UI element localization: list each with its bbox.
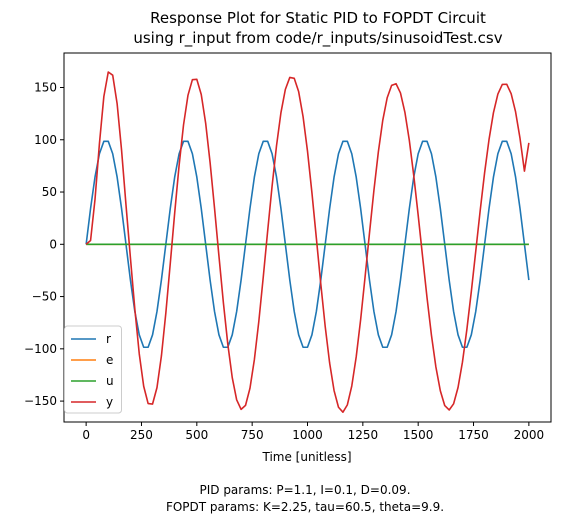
y-tick-label: 50 — [42, 185, 57, 199]
fopdt-params-caption: FOPDT params: K=2.25, tau=60.5, theta=9.… — [166, 500, 444, 514]
legend-label-r: r — [106, 332, 111, 346]
y-tick-label: 150 — [34, 80, 57, 94]
x-tick-label: 0 — [82, 428, 90, 442]
plot-area — [64, 53, 551, 422]
x-axis-label: Time [unitless] — [261, 450, 351, 464]
x-tick-label: 2000 — [514, 428, 545, 442]
pid-params-caption: PID params: P=1.1, I=0.1, D=0.09. — [199, 483, 410, 497]
legend-label-y: y — [106, 395, 113, 409]
x-tick-label: 750 — [241, 428, 264, 442]
x-tick-label: 1750 — [458, 428, 489, 442]
x-tick-label: 500 — [185, 428, 208, 442]
legend-label-e: e — [106, 353, 113, 367]
x-tick-label: 1250 — [348, 428, 379, 442]
x-tick-label: 1500 — [403, 428, 434, 442]
y-tick-label: −50 — [32, 290, 57, 304]
x-tick-label: 250 — [130, 428, 153, 442]
y-axis: −150 −100 −50 0 50 100 150 — [24, 80, 64, 408]
y-tick-label: −150 — [24, 394, 57, 408]
x-tick-label: 1000 — [292, 428, 323, 442]
legend-label-u: u — [106, 374, 114, 388]
chart-title-line-2: using r_input from code/r_inputs/sinusoi… — [133, 29, 502, 48]
x-axis: 0 250 500 750 1000 1250 1500 1750 2000 — [82, 422, 544, 442]
chart-title-line-1: Response Plot for Static PID to FOPDT Ci… — [150, 9, 486, 27]
y-tick-label: 0 — [49, 237, 57, 251]
y-tick-label: −100 — [24, 342, 57, 356]
y-tick-label: 100 — [34, 133, 57, 147]
